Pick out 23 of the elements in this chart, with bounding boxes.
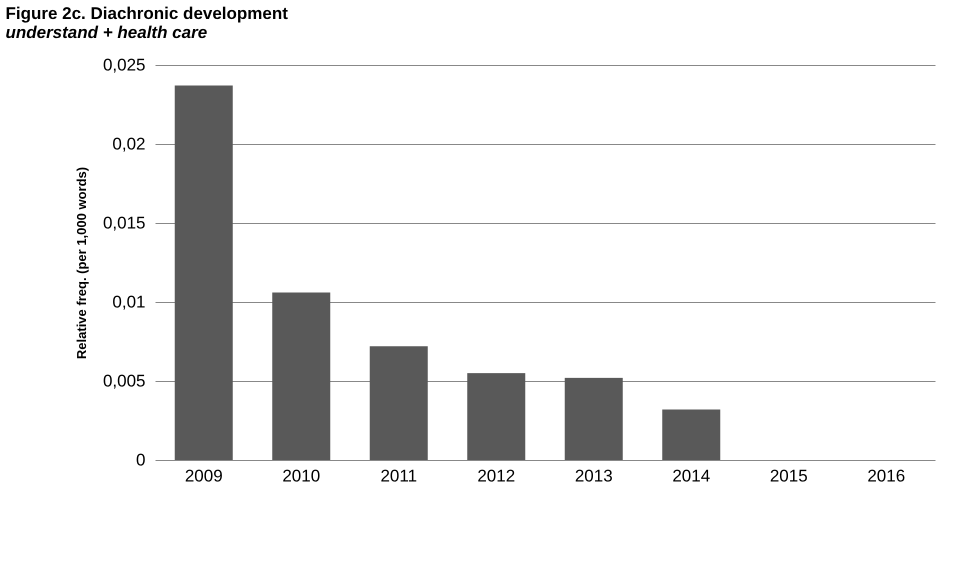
y-tick-label: 0,02 (112, 134, 146, 154)
bar (272, 292, 330, 460)
bar (174, 86, 233, 460)
bar (662, 409, 720, 460)
y-tick-label: 0,005 (102, 372, 146, 390)
x-tick-label: 2013 (574, 466, 613, 486)
x-tick-label: 2016 (867, 466, 906, 486)
x-tick-label: 2014 (672, 466, 710, 486)
x-tick-label: 2009 (184, 466, 223, 486)
y-tick-label: 0,01 (112, 292, 146, 312)
y-tick-label: 0,015 (102, 214, 146, 232)
x-tick-label: 2011 (380, 466, 418, 486)
y-tick-label: 0,025 (102, 56, 146, 74)
x-tick-label: 2015 (770, 466, 808, 486)
chart-title: Figure 2c. Diachronic development (5, 4, 288, 23)
bar (564, 378, 623, 460)
bar (370, 346, 428, 460)
chart-subtitle: understand + health care (5, 23, 208, 42)
y-tick-label: 0 (136, 450, 146, 470)
x-tick-label: 2010 (282, 466, 320, 486)
bar (467, 373, 526, 460)
y-axis-title: Relative freq. (per 1,000 words) (74, 166, 89, 360)
x-tick-label: 2012 (477, 466, 516, 486)
